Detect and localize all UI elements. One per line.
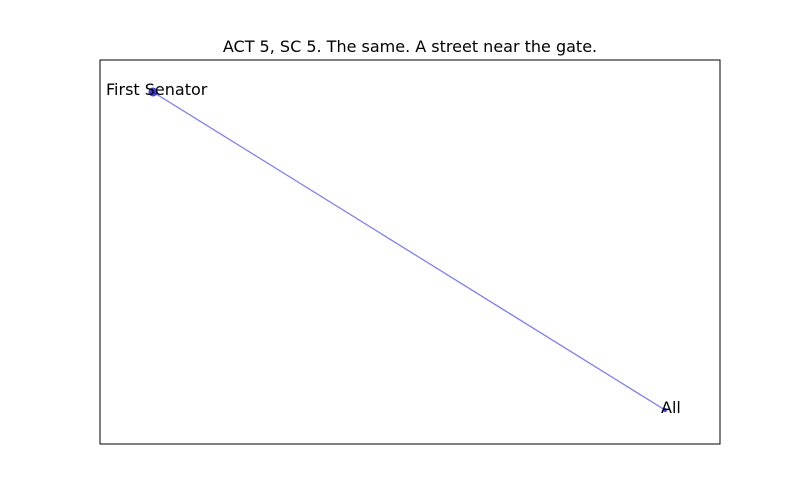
plot-frame <box>99 59 721 445</box>
node-all <box>663 408 667 412</box>
node-label-all: All <box>661 398 681 417</box>
node-label-first-senator: First Senator <box>106 80 208 99</box>
node-first-senator <box>148 87 158 97</box>
edge-first-senator-all <box>152 91 666 411</box>
figure-title: ACT 5, SC 5. The same. A street near the… <box>223 37 597 56</box>
